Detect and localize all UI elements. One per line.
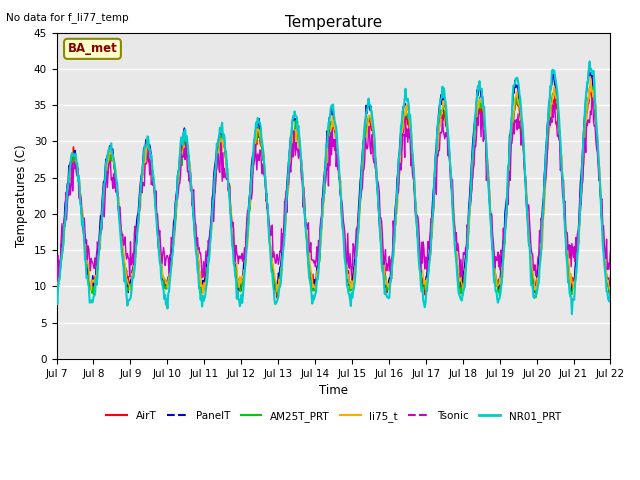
Title: Temperature: Temperature (285, 15, 382, 30)
Text: BA_met: BA_met (68, 42, 117, 55)
X-axis label: Time: Time (319, 384, 348, 397)
Y-axis label: Temperatures (C): Temperatures (C) (15, 144, 28, 247)
Legend: AirT, PanelT, AM25T_PRT, li75_t, Tsonic, NR01_PRT: AirT, PanelT, AM25T_PRT, li75_t, Tsonic,… (102, 407, 565, 426)
Text: No data for f_li77_temp: No data for f_li77_temp (6, 12, 129, 23)
